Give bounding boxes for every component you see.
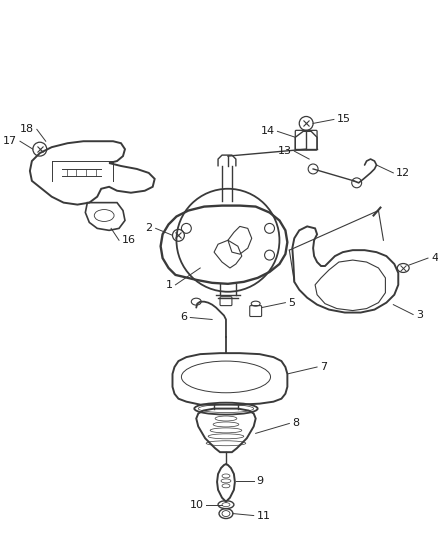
Text: 11: 11 <box>256 511 270 521</box>
Text: 8: 8 <box>292 418 299 429</box>
Text: 4: 4 <box>430 253 437 263</box>
Text: 7: 7 <box>319 362 326 372</box>
Text: 15: 15 <box>336 115 350 124</box>
Text: 2: 2 <box>145 223 152 233</box>
Text: 9: 9 <box>256 476 263 486</box>
Text: 16: 16 <box>122 235 136 245</box>
Text: 3: 3 <box>415 310 422 319</box>
Text: 14: 14 <box>260 126 274 136</box>
Text: 18: 18 <box>20 124 34 134</box>
Text: 5: 5 <box>288 297 295 308</box>
Text: 6: 6 <box>180 312 187 322</box>
Text: 12: 12 <box>396 168 410 178</box>
Text: 17: 17 <box>3 136 17 146</box>
Text: 13: 13 <box>277 146 291 156</box>
Text: 1: 1 <box>165 280 172 290</box>
Text: 10: 10 <box>190 499 204 510</box>
